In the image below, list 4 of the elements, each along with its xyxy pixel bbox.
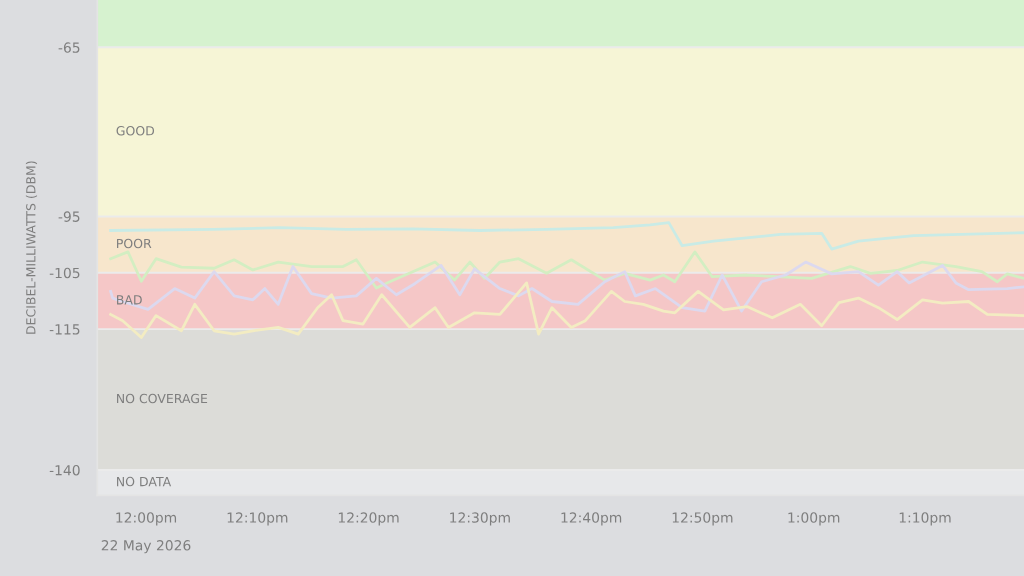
line-series [109,221,1024,251]
line-series [109,250,1024,290]
line-series [109,260,1024,313]
line-series [109,281,1024,339]
